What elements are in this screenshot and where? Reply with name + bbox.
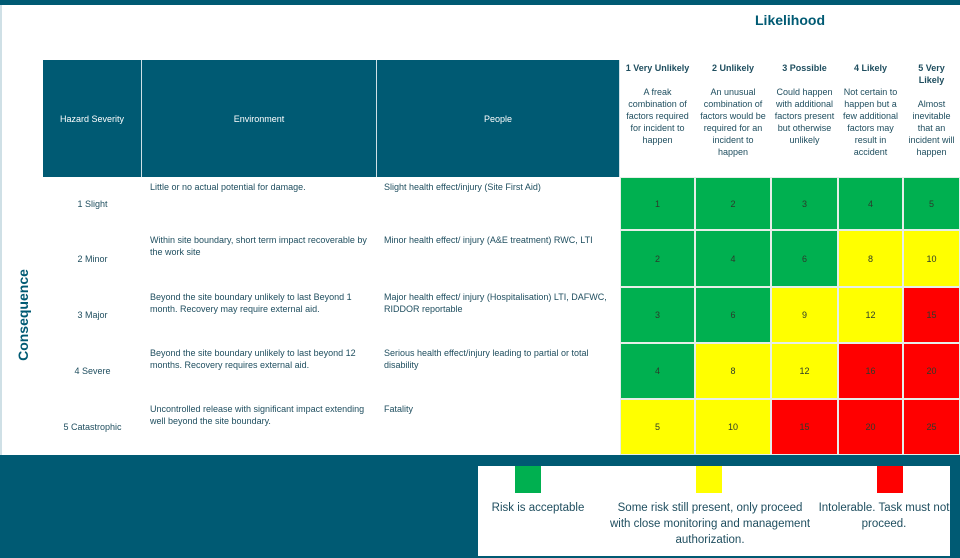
risk-cell: 16 — [838, 343, 903, 399]
likelihood-level: 3 Possible — [782, 63, 827, 73]
people-text: Major health effect/ injury (Hospitalisa… — [384, 292, 607, 314]
people-text: Fatality — [384, 404, 414, 414]
risk-cell: 6 — [771, 230, 838, 287]
people-text: Minor health effect/ injury (A&E treatme… — [384, 235, 593, 245]
likelihood-level: 2 Unlikely — [711, 63, 755, 73]
severity-label: 5 Catastrophic — [63, 422, 122, 432]
people-text: Serious health effect/injury leading to … — [384, 348, 589, 370]
legend-swatch-yellow — [696, 466, 722, 493]
environment-text: Within site boundary, short term impact … — [150, 235, 367, 257]
risk-cell: 3 — [620, 287, 695, 343]
severity-label: 4 Severe — [74, 366, 111, 376]
risk-cell: 2 — [620, 230, 695, 287]
legend: Risk is acceptable Some risk still prese… — [478, 466, 950, 556]
left-border — [0, 5, 2, 455]
likelihood-header-1: 1 Very Unlikely A freak combination of fa… — [622, 62, 693, 177]
environment-text: Uncontrolled release with significant im… — [150, 404, 365, 426]
likelihood-level: 5 Very Likely — [918, 63, 945, 85]
risk-cell: 5 — [903, 177, 960, 230]
likelihood-description: Not certain to happen but a few addition… — [842, 87, 899, 157]
risk-cell: 10 — [695, 399, 771, 455]
risk-cell: 20 — [903, 343, 960, 399]
risk-cell: 4 — [838, 177, 903, 230]
risk-cell: 6 — [695, 287, 771, 343]
risk-cell: 8 — [838, 230, 903, 287]
likelihood-header-2: 2 Unlikely An unusual combination of fact… — [697, 62, 769, 177]
legend-swatch-red — [877, 466, 903, 493]
likelihood-description: Could happen with additional factors pre… — [774, 87, 835, 145]
risk-cell: 4 — [695, 230, 771, 287]
severity-label: 2 Minor — [77, 253, 108, 264]
risk-cell: 12 — [838, 287, 903, 343]
header-hazard-severity: Hazard Severity — [43, 60, 142, 177]
risk-cell: 5 — [620, 399, 695, 455]
risk-cell: 4 — [620, 343, 695, 399]
legend-swatch-green — [515, 466, 541, 493]
environment-text: Beyond the site boundary unlikely to las… — [150, 348, 356, 370]
risk-cell: 10 — [903, 230, 960, 287]
people-text: Slight health effect/injury (Site First … — [384, 182, 541, 192]
risk-cell: 1 — [620, 177, 695, 230]
likelihood-description: A freak combination of factors required … — [626, 87, 689, 145]
risk-cell: 15 — [903, 287, 960, 343]
likelihood-level: 4 Likely — [853, 63, 888, 73]
likelihood-header-5: 5 Very Likely Almost inevitable that an i… — [905, 62, 958, 177]
top-bar — [0, 0, 960, 5]
severity-label: 1 Slight — [77, 198, 108, 209]
likelihood-title: Likelihood — [755, 12, 825, 28]
likelihood-header-4: 4 Likely Not certain to happen but a few … — [840, 62, 901, 177]
environment-text: Little or no actual potential for damage… — [150, 182, 306, 192]
risk-cell: 3 — [771, 177, 838, 230]
severity-label: 3 Major — [77, 310, 108, 320]
likelihood-level: 1 Very Unlikely — [625, 63, 690, 73]
environment-text: Beyond the site boundary unlikely to las… — [150, 292, 352, 314]
likelihood-header-3: 3 Possible Could happen with additional f… — [773, 62, 836, 177]
consequence-title: Consequence — [15, 269, 31, 361]
likelihood-description: An unusual combination of factors would … — [700, 87, 766, 157]
risk-cell: 2 — [695, 177, 771, 230]
risk-cell: 12 — [771, 343, 838, 399]
header-environment: Environment — [142, 60, 377, 177]
risk-cell: 9 — [771, 287, 838, 343]
risk-cell: 20 — [838, 399, 903, 455]
risk-cell: 8 — [695, 343, 771, 399]
legend-text-monitor: Some risk still present, only proceed wi… — [609, 502, 811, 546]
risk-cell: 25 — [903, 399, 960, 455]
legend-text-acceptable: Risk is acceptable — [491, 502, 585, 514]
likelihood-description: Almost inevitable that an incident will … — [908, 99, 955, 157]
legend-text-intolerable: Intolerable. Task must not proceed. — [818, 502, 950, 530]
risk-cell: 15 — [771, 399, 838, 455]
header-people: People — [377, 60, 620, 177]
